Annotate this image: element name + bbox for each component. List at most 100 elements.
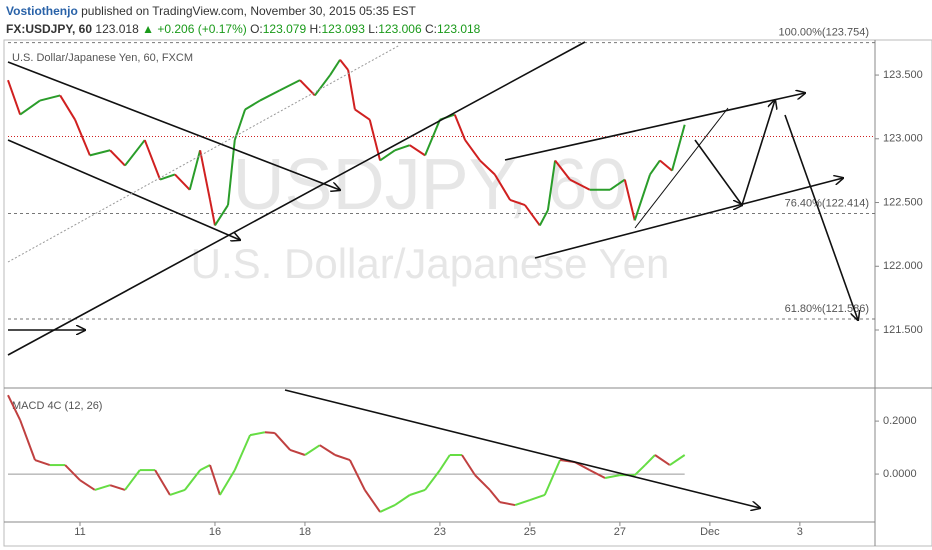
author[interactable]: Vostiothenjo xyxy=(6,4,78,18)
line-segment xyxy=(461,454,476,476)
line-segment xyxy=(538,209,549,226)
line-segment xyxy=(264,431,275,435)
watermark: USDJPY, 60 xyxy=(233,145,628,225)
line-segment xyxy=(644,454,656,466)
x-tick-label: 11 xyxy=(74,526,85,538)
line-segment xyxy=(604,474,621,480)
line-segment xyxy=(39,94,61,102)
line-segment xyxy=(124,139,146,167)
line-segment xyxy=(154,469,171,496)
watermark: U.S. Dollar/Japanese Yen xyxy=(191,240,670,287)
line-segment xyxy=(479,159,496,176)
line-segment xyxy=(329,59,341,76)
line-segment xyxy=(659,159,673,172)
line-segment xyxy=(394,494,411,506)
line-segment xyxy=(464,139,481,162)
x-tick-label: 18 xyxy=(299,526,311,538)
ohlc-value: 123.093 xyxy=(321,22,365,36)
x-tick-label: 25 xyxy=(524,526,536,538)
line-segment xyxy=(143,139,162,180)
line-segment xyxy=(634,464,646,476)
line-segment xyxy=(671,124,686,171)
line-segment xyxy=(19,99,41,116)
line-segment xyxy=(474,474,491,491)
line-segment xyxy=(219,469,236,496)
line-segment xyxy=(109,484,126,491)
line-segment xyxy=(623,179,636,221)
line-segment xyxy=(453,114,467,141)
ohlc: O:123.079 H:123.093 L:123.006 C:123.018 xyxy=(250,22,480,36)
line-segment xyxy=(279,79,301,92)
line-segment xyxy=(543,459,561,496)
ohlc-label: C: xyxy=(424,22,437,36)
line-segment xyxy=(259,89,281,102)
line-segment xyxy=(319,444,336,456)
line-segment xyxy=(214,204,229,227)
line-segment xyxy=(424,469,441,491)
line-segment xyxy=(233,434,251,471)
line-segment xyxy=(184,469,201,491)
ohlc-value: 123.006 xyxy=(378,22,422,36)
line-segment xyxy=(363,489,381,513)
x-tick-label: 27 xyxy=(614,526,626,538)
legend: U.S. Dollar/Japanese Yen, 60, FXCM xyxy=(12,52,193,64)
line-segment xyxy=(7,79,22,115)
line-segment xyxy=(649,159,661,176)
drawings xyxy=(7,41,858,508)
y-tick-label: 122.500 xyxy=(883,196,923,208)
line-segment xyxy=(334,454,351,461)
ohlc-label: O: xyxy=(250,22,263,36)
line-segment xyxy=(79,479,96,491)
y-tick-label: 122.000 xyxy=(883,260,923,272)
line-segment xyxy=(669,454,686,466)
line-segment xyxy=(546,160,557,211)
ohlc-label: H: xyxy=(309,22,322,36)
x-tick-label: Dec xyxy=(700,526,720,538)
line-segment xyxy=(244,99,261,111)
header: Vostiothenjo published on TradingView.co… xyxy=(6,2,480,38)
published: published on TradingView.com, November 3… xyxy=(81,4,416,18)
line-segment xyxy=(347,69,356,110)
y-tick-label: 121.500 xyxy=(883,324,923,336)
line-segment xyxy=(199,150,211,201)
line-segment xyxy=(7,394,22,421)
fib-label: 61.80%(121.586) xyxy=(785,303,869,315)
line-segment xyxy=(499,501,516,507)
line-segment xyxy=(274,432,291,451)
line-segment xyxy=(34,459,51,467)
line-segment xyxy=(74,119,91,156)
line-segment xyxy=(199,464,211,471)
line-segment xyxy=(314,74,331,97)
line-segment xyxy=(299,79,316,97)
line-segment xyxy=(489,489,501,503)
frame xyxy=(3,39,932,547)
line-segment xyxy=(493,173,511,201)
x-tick-label: 16 xyxy=(209,526,221,538)
line-segment xyxy=(289,449,306,456)
ohlc-label: L: xyxy=(368,22,379,36)
line-segment xyxy=(574,461,591,471)
line-segment xyxy=(609,178,626,191)
line-segment xyxy=(409,489,426,496)
line-segment xyxy=(514,499,531,506)
line-segment xyxy=(339,59,349,71)
line-segment xyxy=(94,484,111,491)
line-segment xyxy=(354,108,371,121)
line-segment xyxy=(64,464,81,481)
x-tick-label: 23 xyxy=(434,526,446,538)
line-segment xyxy=(349,459,366,491)
line-segment xyxy=(159,173,176,181)
line-segment xyxy=(554,159,571,181)
line-segment xyxy=(524,204,541,227)
line-segment xyxy=(227,139,236,206)
line-segment xyxy=(409,144,426,157)
legend: MACD 4C (12, 26) xyxy=(12,400,102,412)
line-segment xyxy=(109,149,126,167)
ohlc-value: 123.079 xyxy=(262,22,307,36)
y-tick-label: 123.000 xyxy=(883,133,923,145)
line-segment xyxy=(569,178,591,191)
line-segment xyxy=(379,149,396,162)
line-segment xyxy=(89,149,111,157)
line-segment xyxy=(249,431,266,437)
line-segment xyxy=(124,469,141,491)
